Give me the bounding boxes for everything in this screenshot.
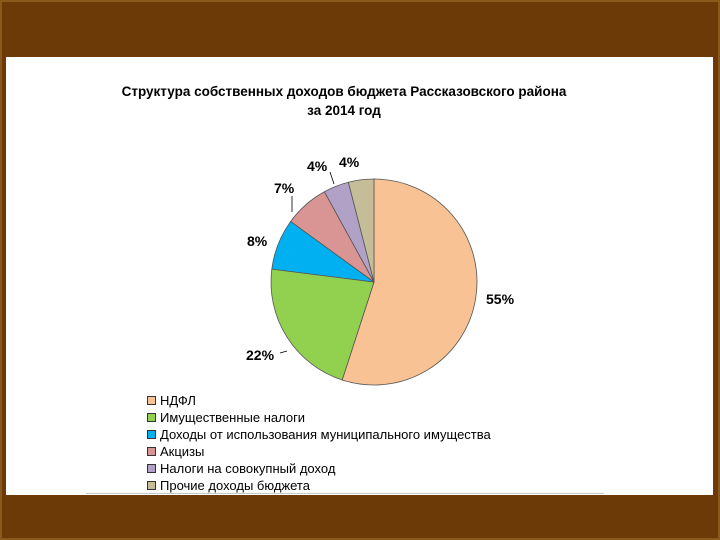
chart-title: Структура собственных доходов бюджета Ра… xyxy=(0,82,688,120)
slice-data-label: 7% xyxy=(274,180,295,196)
legend-swatch xyxy=(147,396,156,405)
pie-slice xyxy=(341,178,478,386)
chart-title-line-1: Структура собственных доходов бюджета Ра… xyxy=(121,84,567,99)
slice-data-label: 4% xyxy=(307,158,328,174)
slice-data-label: 22% xyxy=(246,347,275,363)
legend-swatch xyxy=(147,430,156,439)
legend-item: Доходы от использования муниципального и… xyxy=(147,426,491,443)
slice-leader-line xyxy=(329,171,335,185)
legend-swatch xyxy=(147,413,156,422)
legend-label: Прочие доходы бюджета xyxy=(160,478,310,493)
legend-swatch xyxy=(147,464,156,473)
chart-title-line-2: за 2014 год xyxy=(307,103,381,118)
legend-label: Имущественные налоги xyxy=(160,410,306,425)
legend-item: НДФЛ xyxy=(147,392,491,409)
slice-leader-line xyxy=(279,350,288,354)
legend-label: Доходы от использования муниципального и… xyxy=(160,427,491,442)
slice-data-label: 4% xyxy=(339,154,360,170)
pie-slice xyxy=(347,178,375,283)
legend-item: Акцизы xyxy=(147,443,491,460)
slice-data-label: 55% xyxy=(486,291,515,307)
legend-item: Прочие доходы бюджета xyxy=(147,477,491,494)
legend-label: Налоги на совокупный доход xyxy=(160,461,336,476)
legend-item: Имущественные налоги xyxy=(147,409,491,426)
pie-slice xyxy=(270,268,375,381)
legend-label: Акцизы xyxy=(160,444,205,459)
slice-data-label: 8% xyxy=(247,233,268,249)
panel-baseline xyxy=(86,493,604,494)
legend-swatch xyxy=(147,481,156,490)
legend-swatch xyxy=(147,447,156,456)
chart-legend: НДФЛ Имущественные налоги Доходы от исполь… xyxy=(147,392,491,494)
legend-label: НДФЛ xyxy=(160,393,196,408)
legend-item: Налоги на совокупный доход xyxy=(147,460,491,477)
